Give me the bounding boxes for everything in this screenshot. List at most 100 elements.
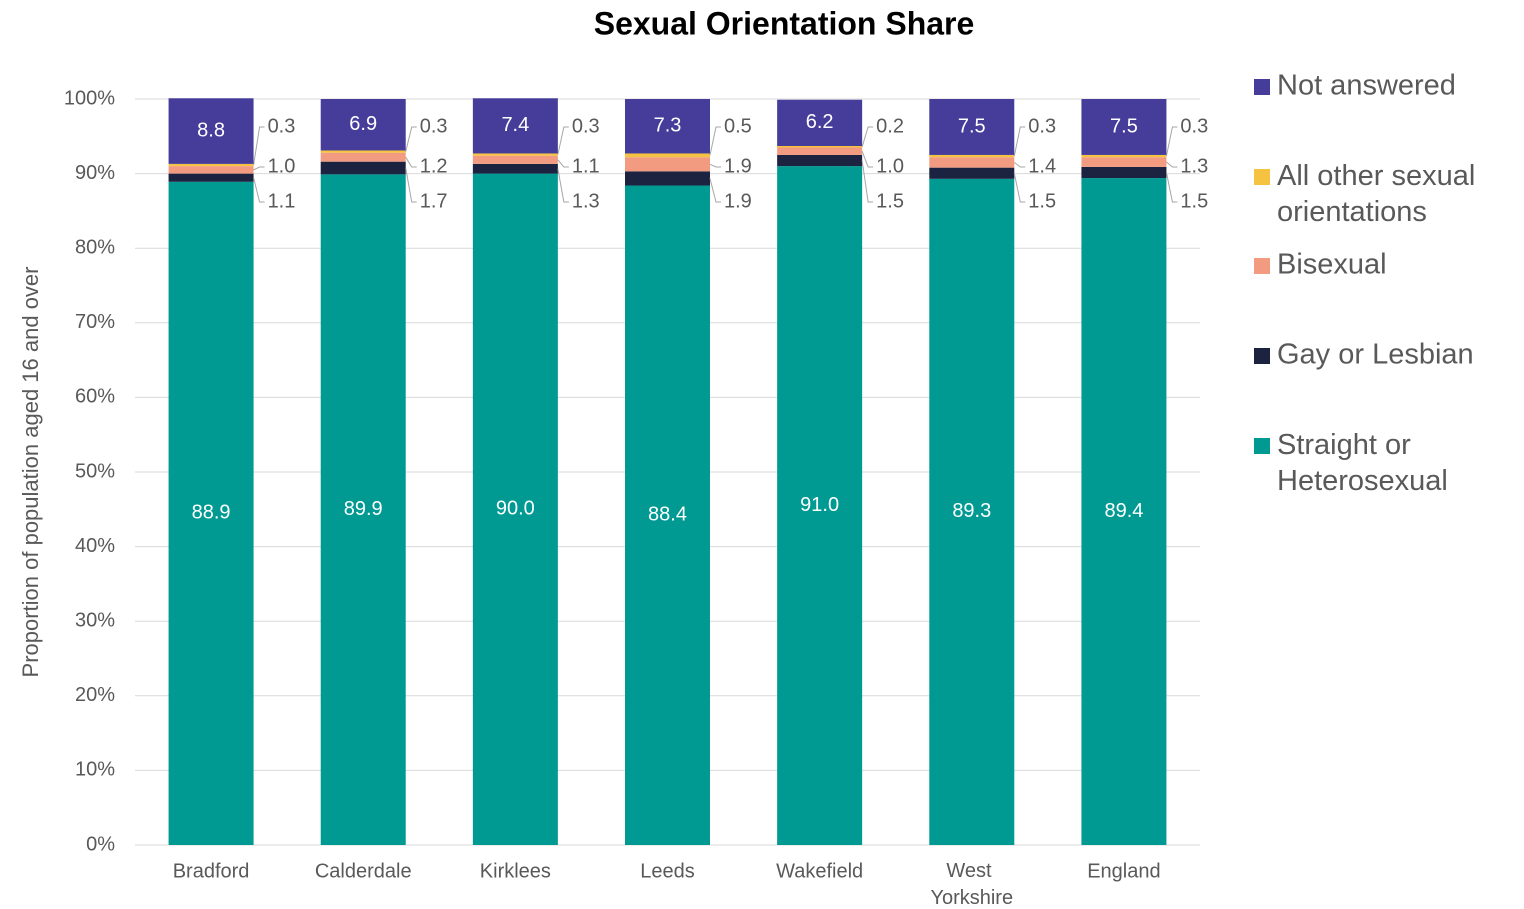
data-label: 1.1 xyxy=(572,155,600,177)
legend-label: All other sexual orientations xyxy=(1277,160,1483,228)
y-tick-label: 50% xyxy=(75,460,115,482)
data-label: 1.0 xyxy=(268,155,296,177)
leader-line xyxy=(405,126,417,152)
leader-line xyxy=(557,126,569,155)
data-label: 7.4 xyxy=(501,114,529,136)
leader-line xyxy=(1165,126,1178,157)
x-tick-label: Kirklees xyxy=(480,860,551,882)
data-label: 0.3 xyxy=(1028,115,1056,137)
leader-line xyxy=(709,178,721,203)
leader-line xyxy=(253,126,265,166)
bar-segment xyxy=(168,98,254,164)
bar-segment xyxy=(320,152,406,162)
data-label: 1.3 xyxy=(1180,155,1208,177)
data-label: 1.7 xyxy=(420,190,448,212)
leader-line xyxy=(1013,173,1026,203)
leader-line xyxy=(405,167,417,203)
leader-line xyxy=(861,151,874,168)
bar-segment xyxy=(1081,157,1167,167)
data-label: 0.2 xyxy=(876,115,904,137)
data-label: 1.9 xyxy=(724,155,752,177)
y-tick-label: 10% xyxy=(75,759,115,781)
bar-segment xyxy=(1081,154,1167,158)
bar-segment xyxy=(777,147,863,155)
bar-segment xyxy=(472,98,558,154)
bar-segment xyxy=(929,157,1015,168)
bar-segment xyxy=(1081,166,1167,179)
leader-line xyxy=(1165,172,1178,203)
y-tick-label: 70% xyxy=(75,311,115,333)
bar-segment xyxy=(1081,178,1167,846)
x-tick-label: England xyxy=(1087,860,1160,882)
data-label: 1.9 xyxy=(724,190,752,212)
data-label: 0.3 xyxy=(572,115,600,137)
data-label: 1.5 xyxy=(876,190,904,212)
bar-segment xyxy=(777,154,863,167)
chart-title: Sexual Orientation Share xyxy=(594,5,975,41)
y-tick-label: 0% xyxy=(86,833,115,855)
y-tick-label: 80% xyxy=(75,236,115,258)
bar-segment xyxy=(472,163,558,174)
data-label: 89.3 xyxy=(952,500,991,522)
data-label: 91.0 xyxy=(800,494,839,516)
data-label: 90.0 xyxy=(496,498,535,520)
leader-line xyxy=(1013,126,1026,157)
data-label: 88.4 xyxy=(648,504,687,526)
legend-swatch xyxy=(1254,438,1270,454)
data-label: 6.2 xyxy=(806,111,834,133)
data-label: 1.0 xyxy=(876,155,904,177)
leader-line xyxy=(1166,161,1178,168)
bar-segment xyxy=(625,153,710,158)
x-tick-label: Wakefield xyxy=(776,860,863,882)
bar-segment xyxy=(625,171,710,186)
data-label: 7.3 xyxy=(654,115,682,137)
leader-line xyxy=(709,126,721,156)
leader-line xyxy=(861,126,874,147)
bar-segment xyxy=(168,173,254,182)
bar-segment xyxy=(320,99,406,151)
bar-segment xyxy=(320,161,406,175)
bar-segment xyxy=(472,153,558,156)
bar-segment xyxy=(929,178,1015,845)
y-tick-label: 20% xyxy=(75,684,115,706)
legend-label: Bisexual xyxy=(1277,249,1387,281)
bar-segment xyxy=(929,154,1015,158)
bar-segment xyxy=(929,99,1015,155)
leader-line xyxy=(557,168,569,203)
legend-label: Not answered xyxy=(1277,70,1456,102)
data-label: 1.1 xyxy=(268,190,296,212)
data-label: 1.5 xyxy=(1028,190,1056,212)
bar-segment xyxy=(168,163,254,167)
data-label: 89.4 xyxy=(1104,500,1143,522)
bar-segment xyxy=(777,166,863,845)
bar-segment xyxy=(777,145,863,148)
leader-line xyxy=(405,156,417,168)
bar-segment xyxy=(472,173,558,846)
y-tick-label: 90% xyxy=(75,162,115,184)
data-label: 1.5 xyxy=(1180,190,1208,212)
y-tick-label: 100% xyxy=(64,87,115,109)
data-label: 1.2 xyxy=(420,155,448,177)
data-label: 0.3 xyxy=(268,115,296,137)
x-tick-label: Leeds xyxy=(640,860,695,882)
bar-segment xyxy=(320,150,406,153)
leader-line xyxy=(253,166,265,171)
y-tick-label: 60% xyxy=(75,386,115,408)
bar-segment xyxy=(320,174,406,845)
leader-line xyxy=(709,163,721,168)
x-tick-label: West Yorkshire xyxy=(930,860,1013,909)
data-label: 0.3 xyxy=(420,115,448,137)
leader-line xyxy=(1013,162,1026,168)
legend-swatch xyxy=(1254,79,1270,95)
data-label: 1.4 xyxy=(1028,155,1056,177)
bar-segment xyxy=(625,185,710,845)
bar-segment xyxy=(625,99,710,154)
data-label: 1.3 xyxy=(572,190,600,212)
data-label: 7.5 xyxy=(1110,115,1138,137)
bar-segment xyxy=(929,167,1015,179)
data-label: 0.5 xyxy=(724,115,752,137)
y-tick-label: 40% xyxy=(75,535,115,557)
bar-segment xyxy=(1081,99,1167,155)
bar-segment xyxy=(472,155,558,164)
legend-swatch xyxy=(1254,258,1270,274)
